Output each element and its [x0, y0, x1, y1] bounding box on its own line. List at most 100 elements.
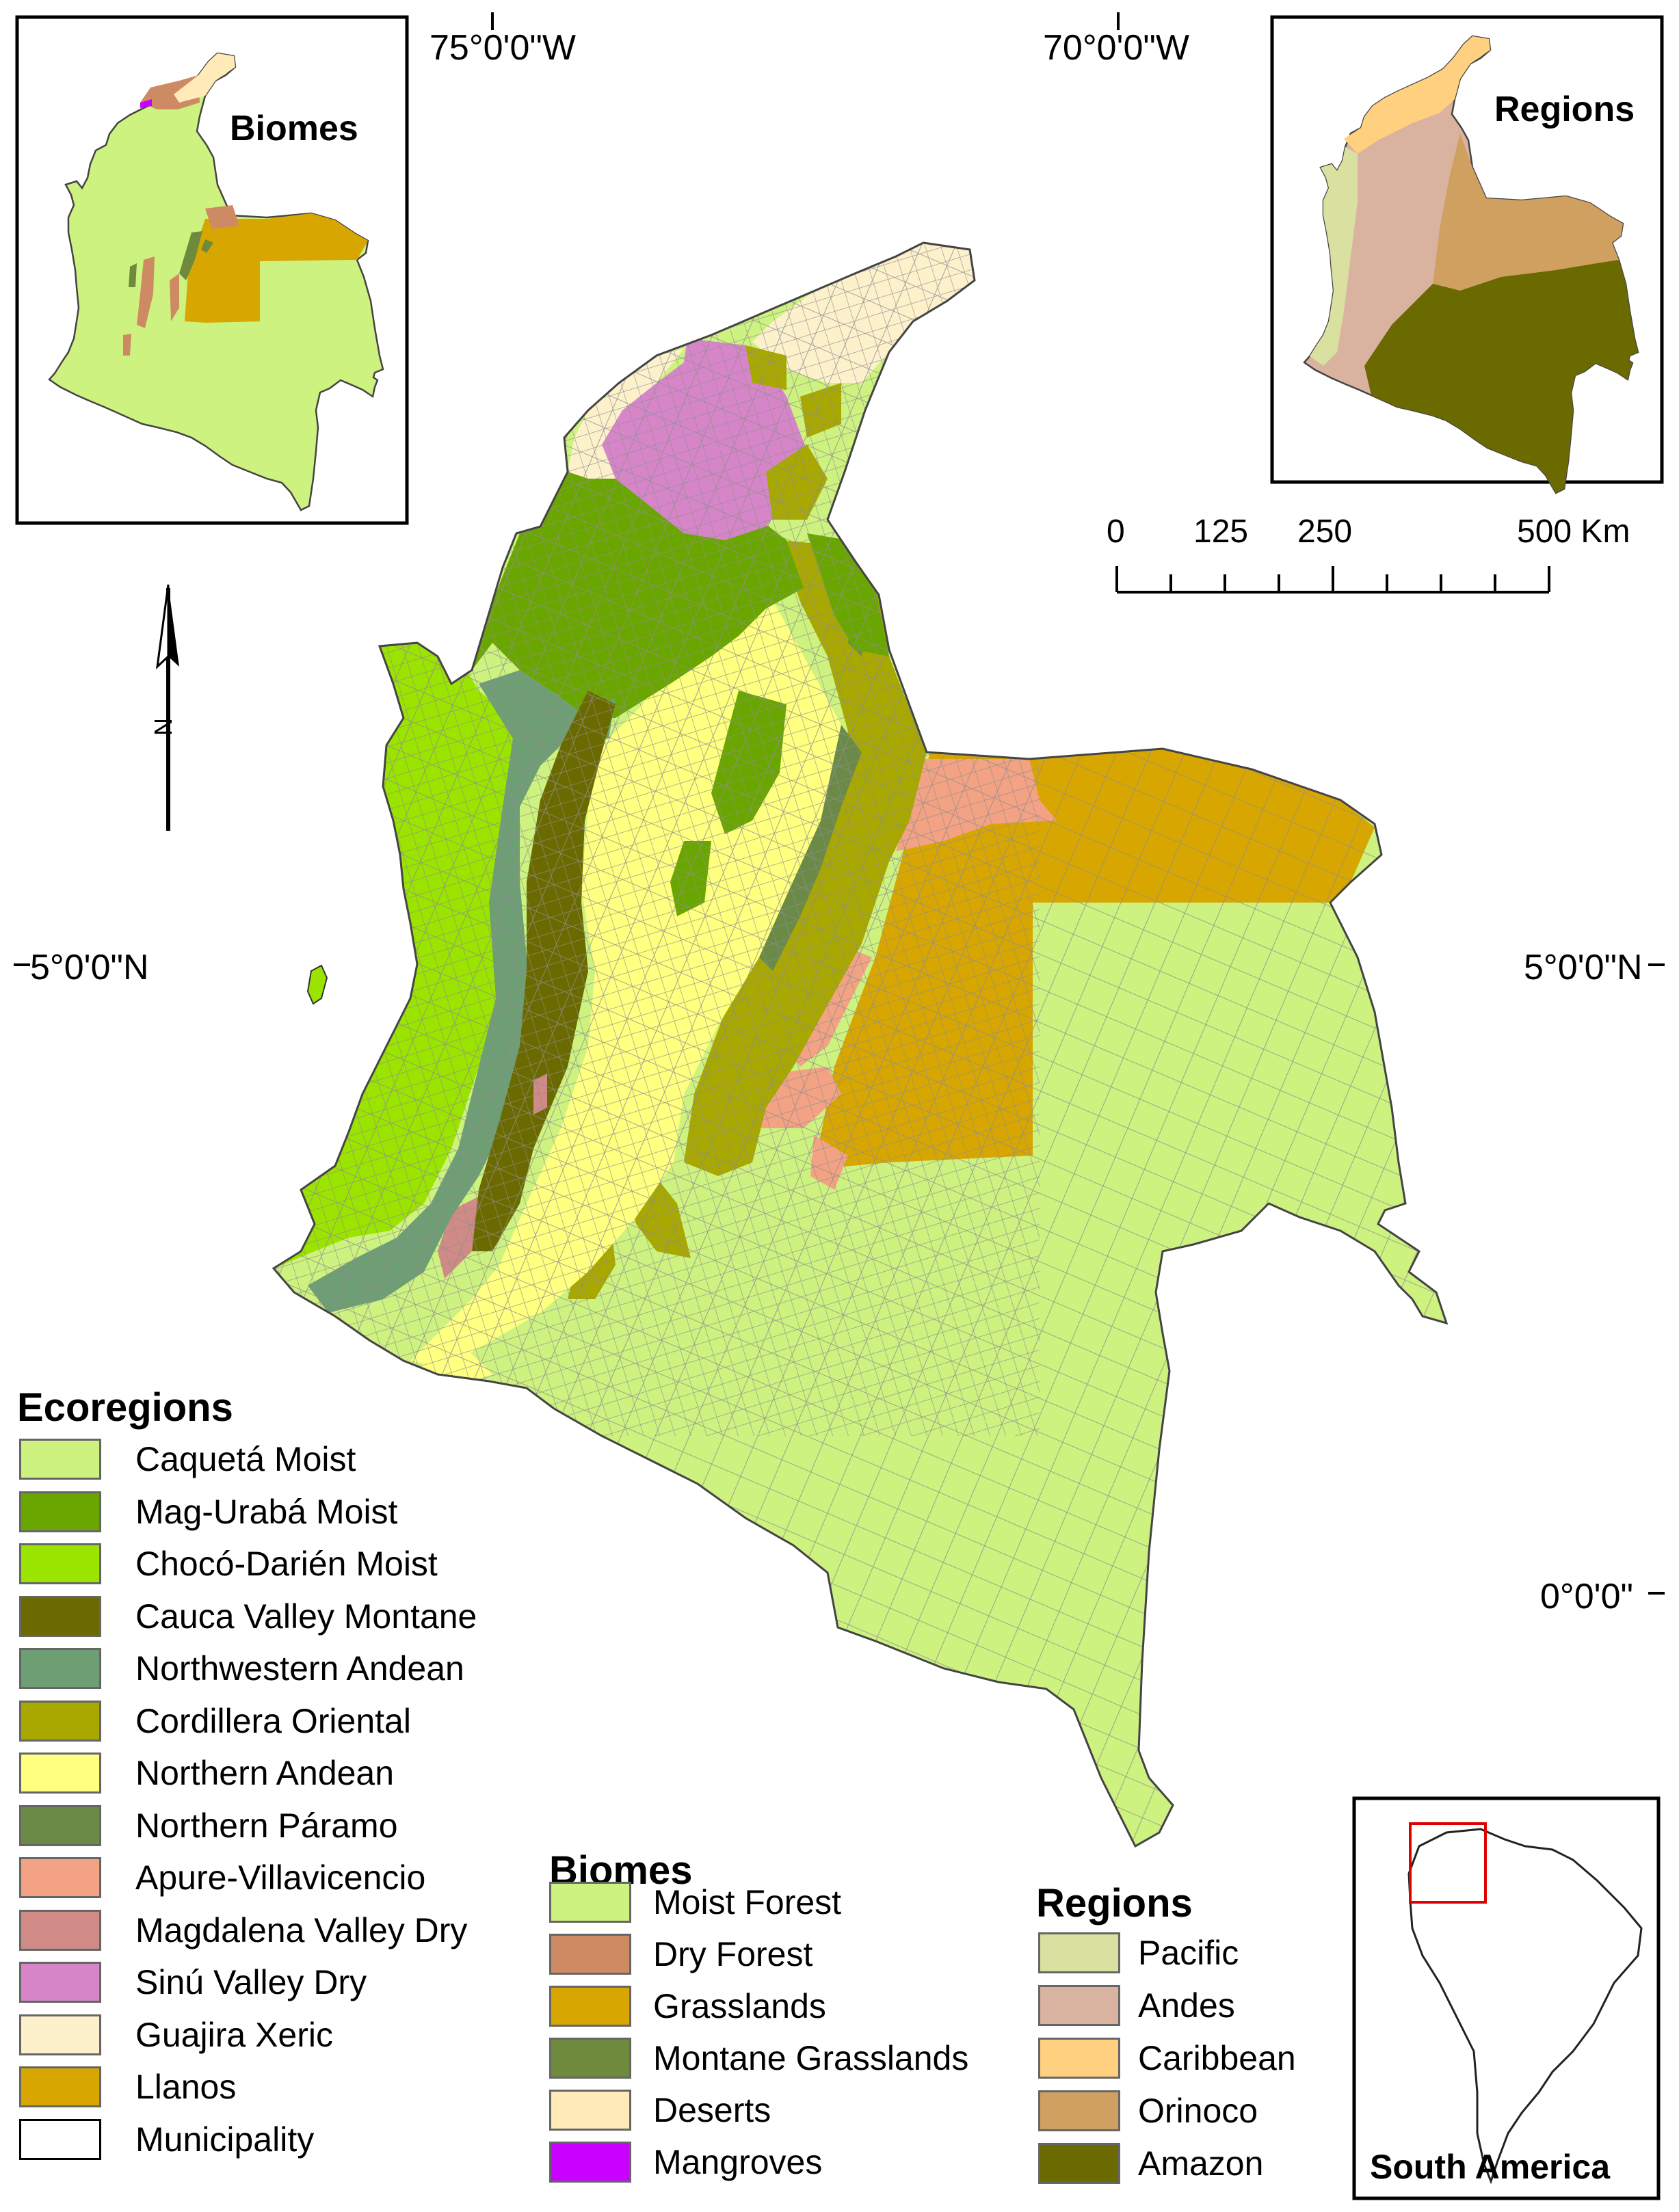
scale-tick-0: 0: [1107, 514, 1125, 550]
biomes-legend-item: Grasslands: [549, 1983, 826, 2029]
biomes-legend-swatch: [549, 1882, 631, 1923]
ecoregions-legend-item: Chocó-Darién Moist: [19, 1541, 438, 1587]
regions-legend-swatch: [1038, 2038, 1120, 2079]
regions-legend-label: Pacific: [1138, 1934, 1239, 1972]
regions-legend-label: Caribbean: [1138, 2039, 1296, 2077]
regions-legend-label: Andes: [1138, 1986, 1235, 2025]
ecoregions-legend-swatch: [19, 1595, 101, 1637]
biomes-legend-label: Dry Forest: [653, 1935, 813, 1973]
ecoregions-legend-item: Northern Andean: [19, 1750, 394, 1796]
south-america-inset-map: [1352, 1796, 1661, 2200]
ecoregions-legend-swatch: [19, 1804, 101, 1846]
regions-legend-item: Orinoco: [1038, 2088, 1258, 2134]
regions-legend-title: Regions: [1036, 1881, 1193, 1925]
biomes-legend-swatch: [549, 1986, 631, 2027]
regions-legend-swatch: [1038, 2143, 1120, 2184]
ecoregions-legend-item: Cordillera Oriental: [19, 1698, 411, 1744]
ecoregions-legend-label: Guajira Xeric: [135, 2015, 333, 2054]
ecoregions-legend-item: Magdalena Valley Dry: [19, 1907, 467, 1954]
biomes-legend-item: Moist Forest: [549, 1879, 841, 1925]
biomes-legend-swatch: [549, 2142, 631, 2183]
scale-tick-125: 125: [1193, 514, 1249, 550]
lon-75-label: 75°0'0"W: [429, 28, 576, 68]
regions-legend-swatch: [1038, 2090, 1120, 2131]
ecoregions-legend-label: Caquetá Moist: [135, 1440, 356, 1478]
ecoregions-legend-item: Guajira Xeric: [19, 2012, 333, 2058]
biomes-legend-swatch: [549, 2090, 631, 2131]
lat-5-right-label: 5°0'0"N: [1524, 948, 1643, 987]
ecoregions-legend-label: Chocó-Darién Moist: [135, 1545, 438, 1583]
ecoregions-legend-label: Northwestern Andean: [135, 1649, 464, 1688]
ecoregions-legend-swatch: [19, 1909, 101, 1951]
ecoregions-legend-item: Northwestern Andean: [19, 1645, 464, 1692]
ecoregions-legend-label: Apure-Villavicencio: [135, 1858, 426, 1897]
island: [306, 964, 328, 1005]
biomes-inset-title: Biomes: [230, 109, 358, 148]
regions-legend-item: Caribbean: [1038, 2035, 1296, 2081]
biomes-legend-item: Dry Forest: [549, 1931, 812, 1977]
ecoregions-legend-swatch: [19, 1439, 101, 1480]
biomes-legend-item: Mangroves: [549, 2139, 822, 2185]
ecoregions-legend-swatch: [19, 1753, 101, 1794]
ecoregions-legend-label: Magdalena Valley Dry: [135, 1910, 468, 1949]
graticule-ticks: [14, 12, 1665, 1595]
lon-70-label: 70°0'0"W: [1043, 28, 1189, 68]
ecoregions-legend-swatch: [19, 1491, 101, 1532]
regions-legend-item: Andes: [1038, 1982, 1235, 2029]
north-arrow-icon: [155, 584, 179, 831]
ecoregions-legend-item: Sinú Valley Dry: [19, 1959, 367, 2006]
ecoregions-legend-swatch: [19, 1648, 101, 1689]
ecoregions-legend-item: Llanos: [19, 2064, 236, 2110]
south-america-shape: [1407, 1828, 1643, 2185]
ecoregions-legend-item: Cauca Valley Montane: [19, 1593, 477, 1640]
ecoregions-legend-label: Northern Andean: [135, 1754, 395, 1792]
ecoregions-legend-swatch: [19, 1700, 101, 1742]
ecoregions-legend-label: Llanos: [135, 2068, 237, 2106]
biomes-legend-label: Deserts: [653, 2091, 771, 2129]
regions-legend-swatch: [1038, 1985, 1120, 2026]
ecoregions-legend-item: Mag-Urabá Moist: [19, 1489, 397, 1535]
colombia-locator-box: [1409, 1822, 1487, 1904]
ecoregions-legend-item: Apure-Villavicencio: [19, 1854, 425, 1901]
biomes-legend-swatch: [549, 2038, 631, 2079]
regions-inset-map: [1270, 15, 1664, 494]
ecoregions-legend-swatch: [19, 1543, 101, 1584]
ecoregions-legend-swatch: [19, 2066, 101, 2107]
ecoregions-legend-item: Northern Páramo: [19, 1802, 398, 1849]
regions-inset-title: Regions: [1494, 90, 1635, 129]
north-arrow-letter: N: [149, 718, 177, 736]
regions-legend-item: Amazon: [1038, 2140, 1263, 2187]
regions-legend-item: Pacific: [1038, 1930, 1239, 1976]
scale-tick-500: 500 Km: [1517, 514, 1630, 550]
biomes-legend-item: Montane Grasslands: [549, 2035, 968, 2081]
ecoregions-legend-label: Northern Páramo: [135, 1806, 398, 1845]
ecoregions-legend-swatch: [19, 2118, 101, 2160]
ecoregions-legend-swatch: [19, 2014, 101, 2055]
biomes-legend-label: Grasslands: [653, 1987, 826, 2025]
scale-tick-250: 250: [1297, 514, 1353, 550]
ecoregions-legend-label: Cauca Valley Montane: [135, 1597, 477, 1636]
ecoregions-legend-swatch: [19, 1962, 101, 2003]
ecoregions-legend-label: Sinú Valley Dry: [135, 1963, 367, 2001]
ecoregions-legend-swatch: [19, 1857, 101, 1898]
lat-5-left-label: 5°0'0"N: [30, 948, 149, 987]
ecoregions-legend-label: Municipality: [135, 2120, 315, 2159]
ecoregions-legend-item: Caquetá Moist: [19, 1436, 356, 1482]
biomes-legend-label: Montane Grasslands: [653, 2039, 969, 2077]
ecoregions-legend-label: Mag-Urabá Moist: [135, 1492, 398, 1531]
biomes-legend-swatch: [549, 1934, 631, 1975]
regions-legend-swatch: [1038, 1932, 1120, 1973]
ecoregions-legend-item: Municipality: [19, 2116, 314, 2163]
biomes-inset-map: [15, 15, 409, 525]
ecoregions-legend-title: Ecoregions: [17, 1385, 233, 1430]
biomes-legend-label: Mangroves: [653, 2143, 823, 2181]
biomes-legend-label: Moist Forest: [653, 1883, 842, 1921]
biomes-legend-item: Deserts: [549, 2087, 771, 2133]
regions-legend-label: Amazon: [1138, 2144, 1264, 2183]
south-america-inset-title: South America: [1370, 2148, 1611, 2186]
ecoregions-legend-label: Cordillera Oriental: [135, 1701, 411, 1740]
scale-bar: [1115, 566, 1550, 594]
regions-legend-label: Orinoco: [1138, 2092, 1258, 2130]
lat-0-label: 0°0'0": [1540, 1577, 1633, 1616]
